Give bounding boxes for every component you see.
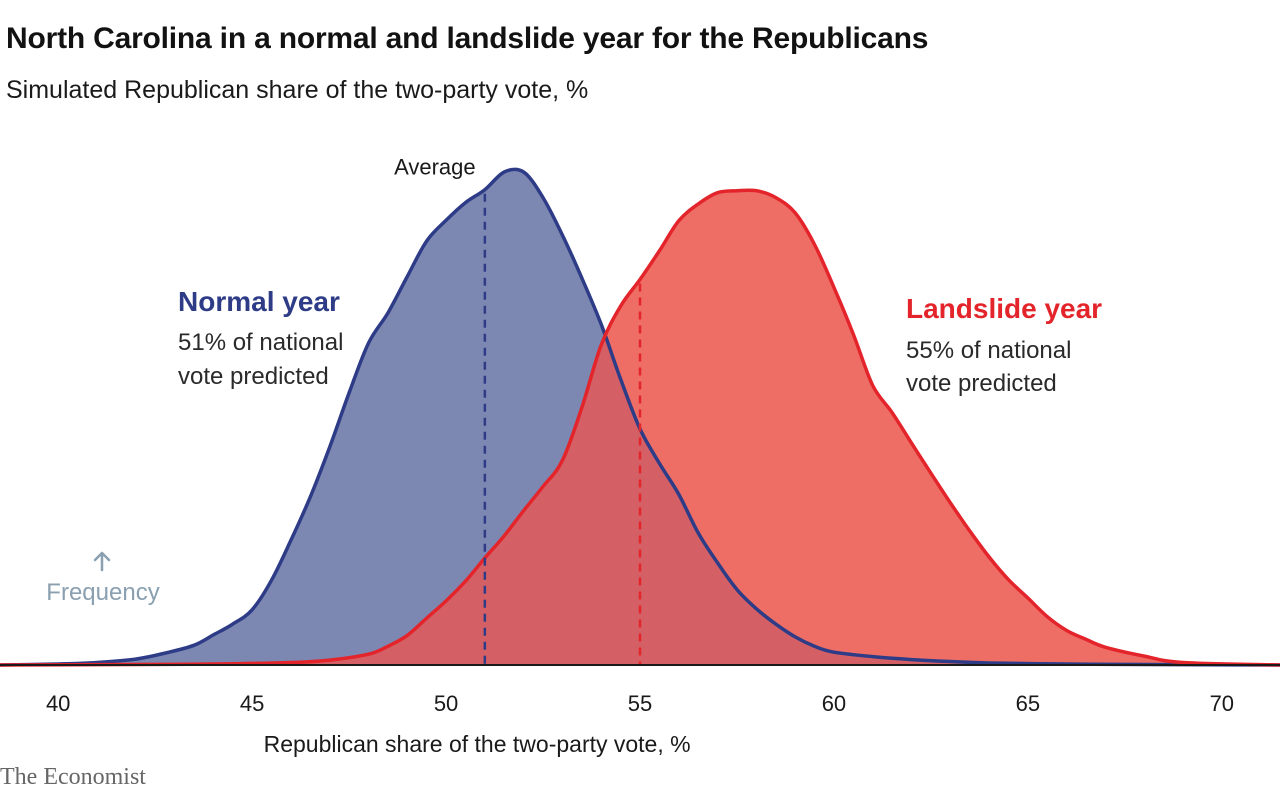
chart: 40 45 50 55 60 65 70 Average Normal year 51% o…	[0, 155, 1280, 757]
page-title: North Carolina in a normal and landslide…	[6, 22, 929, 55]
frequency-indicator: Frequency	[46, 551, 160, 606]
x-tick-label: 45	[240, 691, 264, 716]
landslide-year-note-line-1: 55% of national	[906, 337, 1071, 364]
x-tick-label: 60	[822, 691, 846, 716]
average-label: Average	[394, 155, 476, 180]
page-subtitle: Simulated Republican share of the two-pa…	[6, 76, 589, 104]
x-axis-label: Republican share of the two-party vote, …	[264, 731, 691, 757]
x-tick-label: 50	[434, 691, 458, 716]
normal-year-label: Normal year	[178, 286, 340, 317]
landslide-year-label: Landslide year	[906, 293, 1102, 324]
x-tick-label: 55	[628, 691, 652, 716]
normal-year-note-line-1: 51% of national	[178, 329, 343, 356]
frequency-label: Frequency	[46, 579, 159, 606]
landslide-year-note-line-2: vote predicted	[906, 370, 1057, 397]
normal-year-note-line-2: vote predicted	[178, 363, 329, 390]
up-arrow-icon	[93, 551, 111, 572]
x-axis-ticks: 40 45 50 55 60 65 70	[46, 691, 1234, 716]
normal-year-area	[0, 169, 1280, 665]
landslide-year-line	[0, 188, 1280, 667]
source-logo: The Economist	[0, 764, 146, 790]
x-tick-label: 70	[1210, 691, 1234, 716]
normal-year-line	[0, 167, 1280, 667]
x-tick-label: 40	[46, 691, 70, 716]
average-lines	[483, 193, 642, 665]
x-tick-label: 65	[1016, 691, 1040, 716]
